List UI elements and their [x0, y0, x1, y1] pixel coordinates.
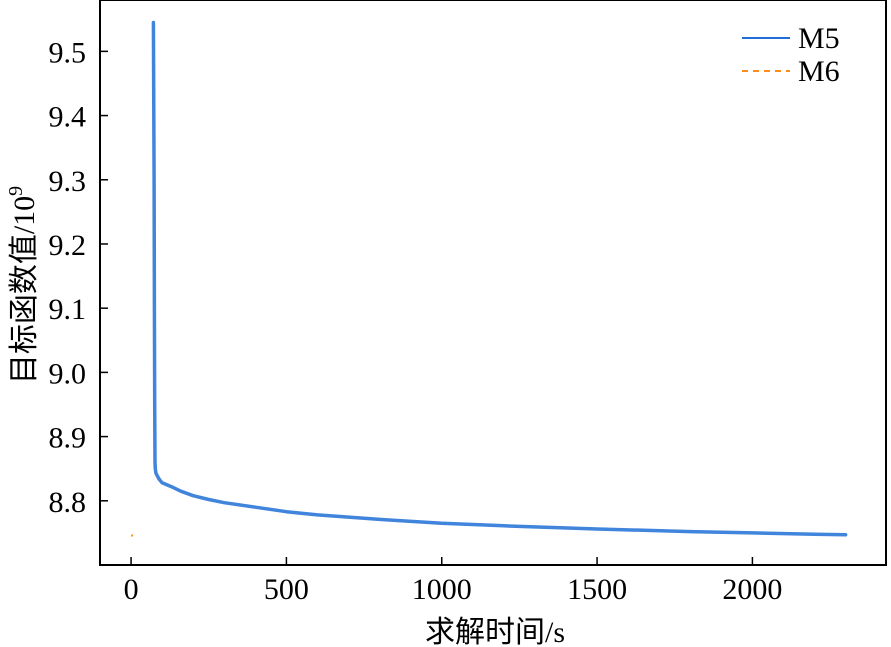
x-axis-ticks: 0 500 1000 1500 2000 [124, 557, 782, 606]
series-line-m5 [151, 20, 848, 537]
y-tick-label: 8.9 [49, 422, 87, 455]
x-axis-title: 求解时间/s [425, 616, 565, 647]
y-tick-label: 9.5 [49, 36, 87, 69]
y-axis-ticks: 8.8 8.9 9.0 9.1 9.2 9.3 9.4 9.5 [49, 36, 108, 519]
x-tick-label: 0 [124, 573, 139, 606]
legend-label-m6: M6 [798, 55, 840, 88]
y-tick-label: 9.2 [49, 229, 87, 262]
y-tick-label: 9.4 [49, 101, 87, 134]
y-tick-label: 9.3 [49, 165, 87, 198]
plot-area-frame [99, 0, 887, 566]
x-tick-label: 500 [264, 573, 309, 606]
series-layer [131, 20, 848, 537]
x-tick-label: 2000 [722, 573, 782, 606]
y-axis-title: 目标函数值/109 [5, 186, 41, 384]
y-tick-label: 9.1 [49, 293, 87, 326]
x-tick-label: 1500 [567, 573, 627, 606]
y-axis-title-exponent: 9 [5, 186, 27, 196]
x-tick-label: 1000 [412, 573, 472, 606]
y-tick-label: 9.0 [49, 357, 87, 390]
y-axis-title-main: 目标函数值/10 [8, 196, 41, 384]
legend-label-m5: M5 [798, 22, 840, 55]
y-tick-label: 8.8 [49, 486, 87, 519]
